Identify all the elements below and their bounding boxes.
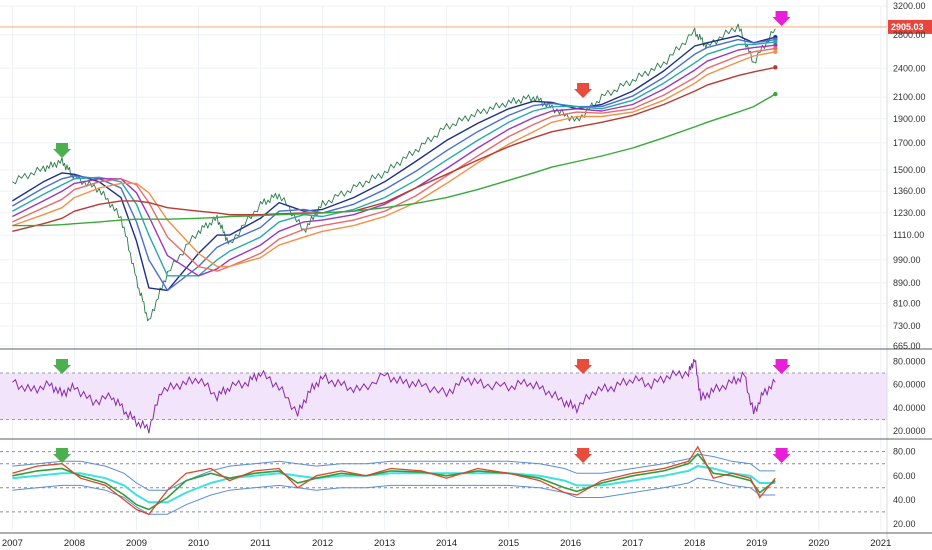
arrow-shape [772, 359, 791, 374]
osc-signal-arrow [53, 448, 72, 463]
osc-signal-arrow [772, 448, 791, 463]
osc-fast-line [12, 445, 776, 516]
price-series-line [12, 41, 776, 277]
x-tick-label: 2011 [250, 538, 270, 549]
arrow-shape [574, 448, 593, 463]
arrow-shape [53, 448, 72, 463]
price-tick-label: 2400.00 [893, 63, 926, 73]
series-end-dot [773, 39, 778, 45]
price-badge-label: 2905.03 [891, 22, 924, 32]
series-end-dot [773, 49, 778, 54]
price-tick-label: 990.00 [893, 255, 921, 265]
price-tick-label: 3200.00 [893, 1, 926, 11]
price-tick-label: 1230.00 [893, 208, 926, 218]
price-series-line [12, 38, 776, 292]
x-tick-label: 2007 [2, 538, 23, 549]
x-tick-label: 2020 [808, 538, 829, 549]
price-tick-label: 1360.00 [893, 186, 926, 196]
price-tick-label: 810.00 [893, 298, 921, 308]
rsi-line [12, 358, 776, 434]
arrow-shape [53, 359, 72, 374]
series-end-dot [773, 91, 778, 97]
price-tick-label: 1900.00 [893, 114, 926, 124]
osc-tick-label: 40.00 [893, 495, 916, 505]
rsi-tick-label: 20.0000 [893, 426, 926, 436]
osc-signal-arrow [574, 448, 593, 463]
price-tick-label: 665.00 [893, 341, 921, 351]
rsi-tick-label: 80.0000 [893, 356, 926, 366]
price-pane: 2905.03 [0, 19, 932, 322]
x-tick-label: 2021 [870, 538, 891, 549]
x-tick-label: 2015 [498, 538, 519, 549]
price-series-line [12, 23, 776, 322]
rsi-tick-label: 40.0000 [893, 403, 926, 413]
series-end-dot [773, 65, 778, 70]
price-tick-label: 2800.00 [893, 30, 926, 40]
osc-mid-line [12, 465, 776, 504]
price-tick-label: 1110.00 [893, 230, 924, 240]
oscillator-pane [0, 445, 887, 516]
price-tick-label: 2100.00 [893, 92, 926, 102]
price-tick-label: 890.00 [893, 278, 921, 288]
x-tick-label: 2013 [374, 538, 395, 549]
arrow-shape [772, 448, 791, 463]
signal-markers [53, 11, 791, 463]
arrow-shape [574, 83, 593, 98]
osc-tick-label: 60.00 [893, 471, 916, 481]
x-tick-label: 2014 [436, 538, 457, 549]
x-tick-label: 2009 [126, 538, 147, 549]
series-end-dot [773, 42, 778, 48]
x-tick-label: 2016 [560, 538, 581, 549]
price-series-line [12, 47, 776, 272]
arrow-shape [574, 359, 593, 374]
series-end-dot [773, 46, 778, 51]
price-series-line [12, 93, 776, 227]
rsi-signal-arrow [53, 359, 72, 374]
osc-tick-label: 20.00 [893, 519, 916, 529]
arrow-shape [53, 143, 72, 158]
price-series-line [12, 35, 776, 292]
price-tick-label: 730.00 [893, 321, 921, 331]
price-signal-arrow [772, 11, 791, 26]
price-signal-arrow [574, 83, 593, 98]
x-tick-label: 2010 [188, 538, 209, 549]
x-tick-label: 2018 [684, 538, 705, 549]
osc-lower-band [12, 477, 776, 515]
osc-slow-line [12, 452, 776, 511]
price-signal-arrow [53, 143, 72, 158]
rsi-signal-arrow [574, 359, 593, 374]
rsi-tick-label: 60.0000 [893, 380, 926, 390]
x-tick-label: 2019 [746, 538, 767, 549]
price-tick-label: 1700.00 [893, 138, 926, 148]
x-tick-label: 2017 [622, 538, 643, 549]
rsi-pane [0, 358, 887, 434]
price-series-line [12, 51, 776, 268]
osc-tick-label: 80.00 [893, 447, 916, 457]
price-tick-label: 1500.00 [893, 165, 926, 175]
rsi-signal-arrow [772, 359, 791, 374]
arrow-shape [772, 11, 791, 26]
x-tick-label: 2012 [312, 538, 333, 549]
x-tick-label: 2008 [64, 538, 85, 549]
price-badge [888, 19, 932, 34]
